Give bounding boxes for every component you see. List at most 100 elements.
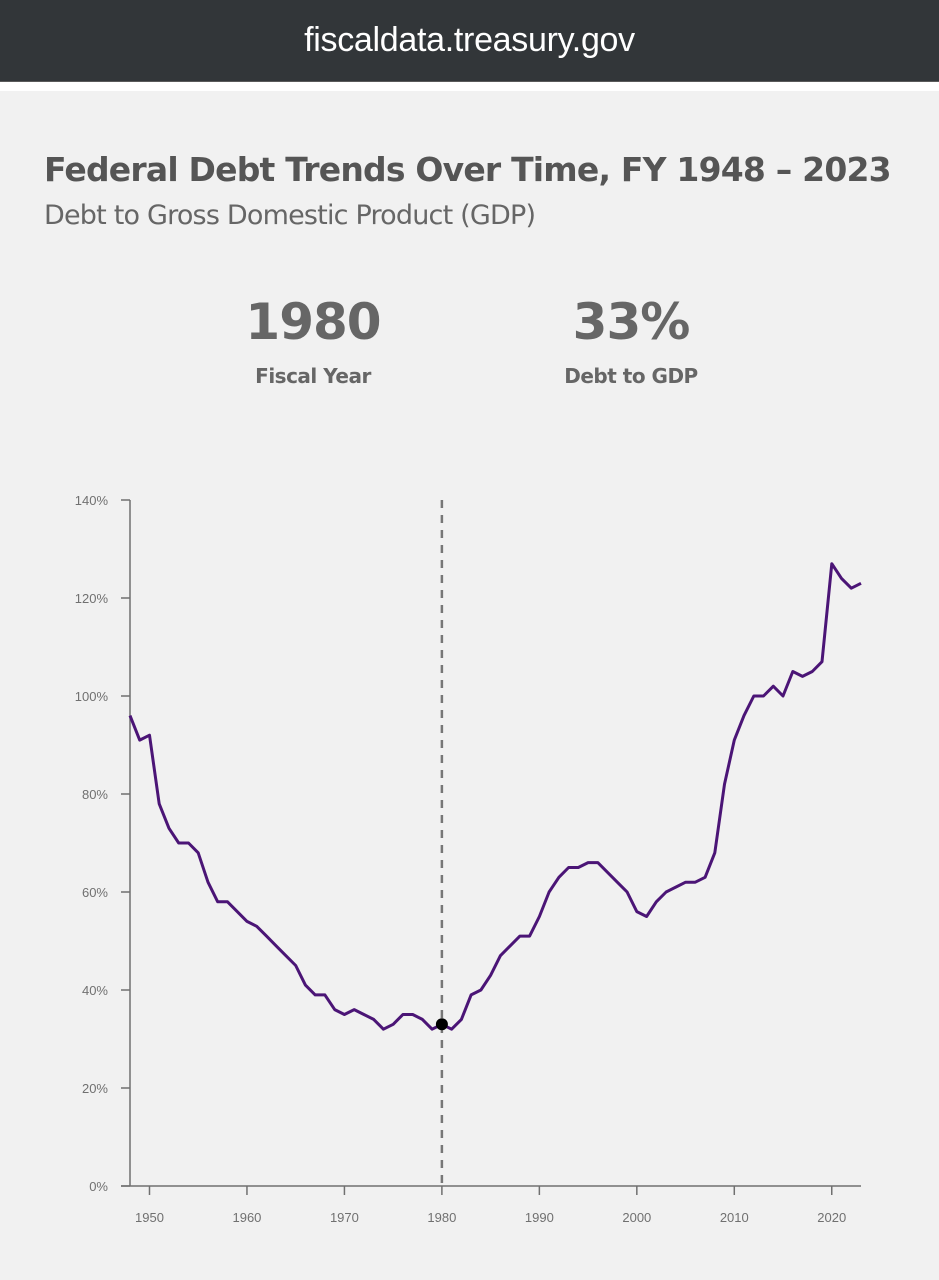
x-tick-label: 1970: [330, 1210, 359, 1225]
data-point[interactable]: [691, 878, 699, 886]
data-point[interactable]: [331, 1006, 339, 1014]
data-point[interactable]: [574, 864, 582, 872]
y-tick-label: 140%: [75, 493, 109, 508]
data-point[interactable]: [760, 692, 768, 700]
data-point[interactable]: [272, 942, 280, 950]
data-point[interactable]: [136, 736, 144, 744]
data-point[interactable]: [418, 1015, 426, 1023]
data-point[interactable]: [389, 1020, 397, 1028]
chart-title: Federal Debt Trends Over Time, FY 1948 –…: [44, 150, 892, 189]
data-point[interactable]: [126, 712, 134, 720]
data-point[interactable]: [721, 780, 729, 788]
browser-url-bar[interactable]: fiscaldata.treasury.gov: [0, 0, 939, 82]
data-point[interactable]: [789, 668, 797, 676]
y-axis: 0% 20% 40% 60% 80% 100% 120% 140%: [75, 493, 131, 1194]
data-point[interactable]: [808, 668, 816, 676]
data-point[interactable]: [321, 991, 329, 999]
data-point[interactable]: [672, 883, 680, 891]
data-point[interactable]: [165, 824, 173, 832]
data-point[interactable]: [643, 913, 651, 921]
data-point[interactable]: [799, 672, 807, 680]
data-point[interactable]: [399, 1011, 407, 1019]
data-point[interactable]: [711, 849, 719, 857]
data-point[interactable]: [682, 878, 690, 886]
data-point[interactable]: [145, 731, 153, 739]
data-point[interactable]: [311, 991, 319, 999]
data-point[interactable]: [223, 898, 231, 906]
debt-to-gdp-label: Debt to GDP: [564, 364, 698, 388]
data-point[interactable]: [623, 888, 631, 896]
x-tick-label: 1960: [232, 1210, 261, 1225]
data-point[interactable]: [360, 1011, 368, 1019]
data-point[interactable]: [594, 859, 602, 867]
data-point[interactable]: [477, 986, 485, 994]
data-point[interactable]: [214, 898, 222, 906]
data-point[interactable]: [662, 888, 670, 896]
data-point[interactable]: [730, 736, 738, 744]
data-point[interactable]: [506, 942, 514, 950]
data-point[interactable]: [604, 868, 612, 876]
x-tick-label: 1980: [427, 1210, 456, 1225]
y-tick-label: 60%: [82, 885, 108, 900]
data-point[interactable]: [340, 1011, 348, 1019]
y-tick-label: 100%: [75, 689, 109, 704]
data-point[interactable]: [740, 712, 748, 720]
y-tick-label: 40%: [82, 983, 108, 998]
data-point[interactable]: [828, 560, 836, 568]
data-point[interactable]: [818, 658, 826, 666]
x-tick-label: 2000: [622, 1210, 651, 1225]
x-axis: 1950 1960 1970 1980 1990 2000 2010 2020: [121, 1185, 861, 1225]
data-point[interactable]: [282, 952, 290, 960]
data-point[interactable]: [155, 800, 163, 808]
data-point[interactable]: [496, 952, 504, 960]
x-tick-label: 1990: [525, 1210, 554, 1225]
data-point[interactable]: [584, 859, 592, 867]
data-point[interactable]: [769, 682, 777, 690]
data-point[interactable]: [613, 878, 621, 886]
data-point[interactable]: [292, 962, 300, 970]
data-point[interactable]: [262, 932, 270, 940]
data-point[interactable]: [409, 1011, 417, 1019]
data-point[interactable]: [253, 922, 261, 930]
url-text: fiscaldata.treasury.gov: [304, 21, 635, 59]
data-point[interactable]: [565, 864, 573, 872]
data-point[interactable]: [535, 913, 543, 921]
data-point[interactable]: [428, 1025, 436, 1033]
data-point[interactable]: [750, 692, 758, 700]
data-point[interactable]: [448, 1025, 456, 1033]
data-point[interactable]: [701, 873, 709, 881]
chart-subtitle: Debt to Gross Domestic Product (GDP): [44, 200, 536, 231]
debt-to-gdp-line[interactable]: [128, 562, 862, 1031]
data-point[interactable]: [204, 878, 212, 886]
data-point[interactable]: [838, 574, 846, 582]
data-point[interactable]: [467, 991, 475, 999]
data-point[interactable]: [526, 932, 534, 940]
data-point[interactable]: [633, 908, 641, 916]
data-point[interactable]: [233, 908, 241, 916]
debt-to-gdp-value: 33%: [572, 293, 691, 351]
data-point[interactable]: [370, 1015, 378, 1023]
data-point[interactable]: [779, 692, 787, 700]
x-tick-label: 2010: [720, 1210, 749, 1225]
fiscal-year-label: Fiscal Year: [255, 364, 371, 388]
data-point[interactable]: [379, 1025, 387, 1033]
debt-to-gdp-stat: 33% Debt to GDP: [481, 292, 781, 388]
data-point[interactable]: [857, 579, 865, 587]
data-point[interactable]: [555, 873, 563, 881]
hover-marker[interactable]: [435, 1018, 448, 1031]
data-point[interactable]: [184, 839, 192, 847]
data-point[interactable]: [301, 981, 309, 989]
data-point[interactable]: [847, 584, 855, 592]
data-point[interactable]: [194, 849, 202, 857]
data-point[interactable]: [350, 1006, 358, 1014]
data-point[interactable]: [457, 1015, 465, 1023]
data-point[interactable]: [545, 888, 553, 896]
y-tick-label: 120%: [75, 591, 109, 606]
data-point[interactable]: [487, 971, 495, 979]
data-point[interactable]: [652, 898, 660, 906]
data-point[interactable]: [516, 932, 524, 940]
data-point[interactable]: [175, 839, 183, 847]
fiscal-year-value: 1980: [245, 293, 381, 351]
data-point[interactable]: [243, 917, 251, 925]
